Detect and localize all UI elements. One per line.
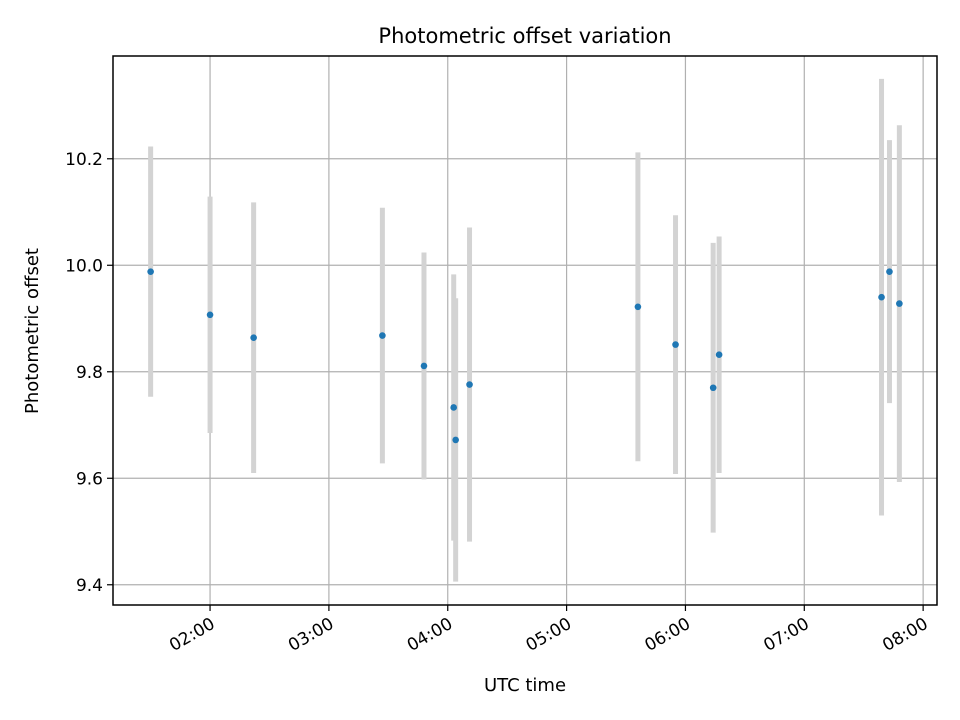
y-tick-label: 10.0 bbox=[65, 256, 103, 276]
x-tick-label: 08:00 bbox=[879, 614, 931, 656]
x-axis-label: UTC time bbox=[484, 675, 566, 696]
plot-area-frame bbox=[112, 55, 938, 606]
x-tick-label: 06:00 bbox=[642, 614, 694, 656]
data-point bbox=[896, 300, 903, 307]
data-point bbox=[886, 268, 893, 275]
x-tick-label: 05:00 bbox=[523, 614, 575, 656]
y-tick-label: 9.4 bbox=[76, 576, 103, 596]
y-axis-label: Photometric offset bbox=[22, 248, 43, 414]
data-point bbox=[466, 381, 473, 388]
data-point bbox=[147, 268, 154, 275]
x-tick-label: 04:00 bbox=[404, 614, 456, 656]
y-tick-label: 10.2 bbox=[65, 150, 103, 170]
x-tick-label: 02:00 bbox=[166, 614, 218, 656]
data-point bbox=[878, 293, 885, 301]
data-point bbox=[206, 311, 214, 319]
data-point bbox=[250, 334, 257, 341]
data-point bbox=[450, 404, 457, 411]
data-point bbox=[420, 362, 428, 370]
axis-ticks: 02:00 03:00 04:00 05:00 06:00 07:00 08:00 9.4 9.… bbox=[65, 150, 931, 656]
data-point bbox=[634, 303, 642, 311]
data-point bbox=[709, 384, 717, 392]
data-point bbox=[672, 341, 679, 348]
data-points bbox=[147, 268, 903, 444]
chart-title: Photometric offset variation bbox=[378, 24, 671, 48]
y-tick-label: 9.8 bbox=[76, 363, 103, 383]
grid-lines bbox=[113, 56, 937, 605]
x-tick-label: 03:00 bbox=[285, 614, 337, 656]
data-point bbox=[715, 351, 723, 359]
x-tick-label: 07:00 bbox=[760, 614, 812, 656]
y-tick-label: 9.6 bbox=[76, 469, 103, 489]
error-bars bbox=[148, 78, 902, 582]
data-point bbox=[452, 436, 459, 444]
data-point bbox=[379, 332, 386, 339]
